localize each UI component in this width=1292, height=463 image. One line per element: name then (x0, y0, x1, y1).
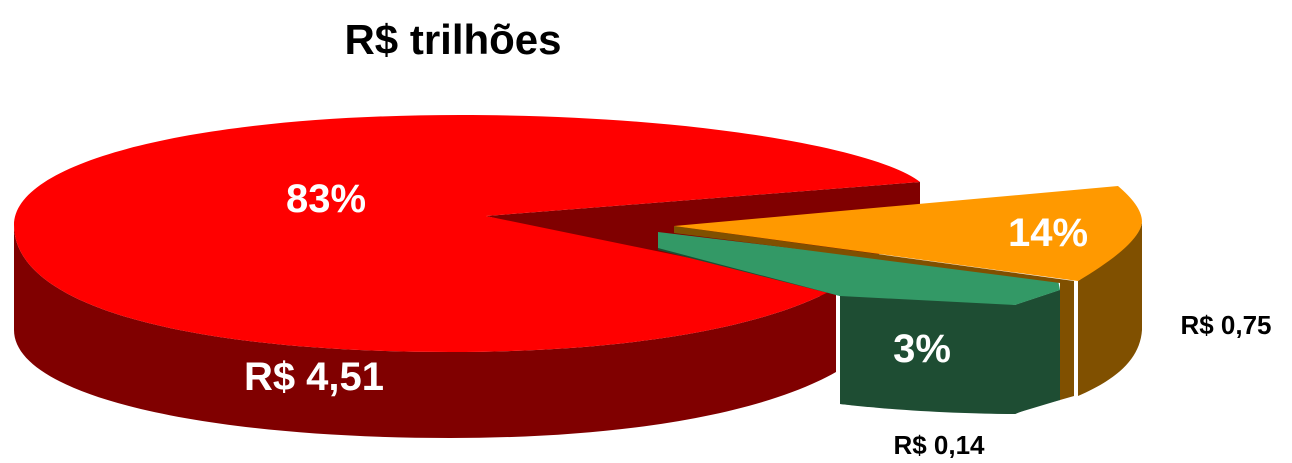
chart-title: R$ trilhões (344, 16, 561, 63)
slice-orange-percent-label: 14% (1008, 211, 1088, 255)
slice-orange: 14% R$ 0,75 (674, 186, 1272, 400)
slice-orange-side (1078, 222, 1142, 396)
slice-green-right (1015, 290, 1060, 414)
slice-green-percent-label: 3% (893, 327, 951, 371)
slice-red-side (14, 225, 836, 438)
slice-orange-value-label: R$ 0,75 (1180, 310, 1271, 340)
slice-orange-top (674, 186, 1142, 281)
slice-green: 3% R$ 0,14 (658, 232, 1060, 460)
slice-green-front (840, 296, 1015, 414)
slice-orange-inner-side (674, 226, 1074, 400)
slice-red-percent-label: 83% (286, 177, 366, 221)
slice-red-value-label: R$ 4,51 (244, 355, 384, 399)
slice-green-value-label: R$ 0,14 (893, 430, 985, 460)
slice-green-top (658, 232, 1060, 305)
slice-red-top (14, 115, 920, 352)
